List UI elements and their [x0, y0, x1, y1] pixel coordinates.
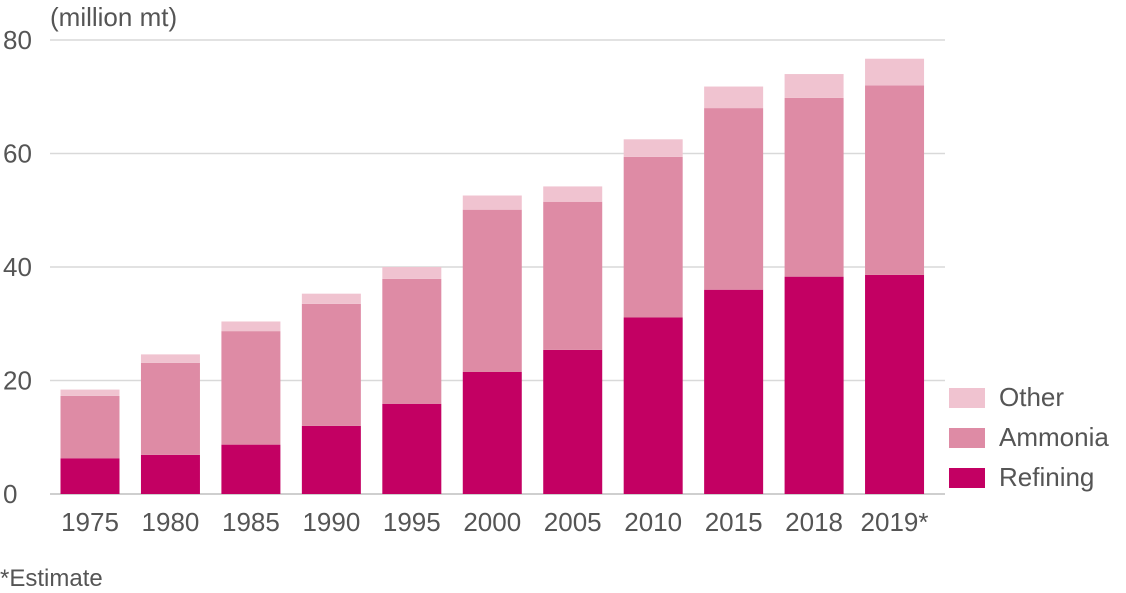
bar-other-2010: [623, 139, 683, 157]
bar-other-1995: [382, 267, 442, 279]
x-tick-label: 2010: [624, 507, 682, 537]
bar-other-1985: [221, 321, 281, 332]
legend-swatch-ammonia: [949, 428, 985, 448]
x-tick-label: 2015: [705, 507, 763, 537]
bar-ammonia-1990: [301, 303, 361, 426]
bar-ammonia-2005: [543, 201, 603, 350]
legend-label-ammonia: Ammonia: [999, 422, 1109, 452]
y-tick-label: 60: [3, 139, 32, 169]
bar-ammonia-2010: [623, 156, 683, 318]
y-axis-ticks: 0 20 40 60 80: [3, 25, 32, 509]
x-axis-ticks: 1975 1980 1985 1990 1995 2000 2005 2010 2015 2018…: [61, 507, 928, 537]
y-tick-label: 0: [3, 479, 17, 509]
bar-other-2005: [543, 186, 603, 202]
bar-other-2018: [784, 74, 844, 98]
x-tick-label: 1985: [222, 507, 280, 537]
x-tick-label: 1975: [61, 507, 119, 537]
bar-ammonia-2019: [865, 85, 925, 275]
legend: Other Ammonia Refining: [949, 382, 1109, 492]
bar-refining-2018: [784, 276, 844, 494]
bar-other-2019: [865, 58, 925, 86]
bar-refining-1975: [60, 458, 120, 494]
bar-other-1990: [301, 293, 361, 304]
bar-refining-1995: [382, 403, 442, 494]
x-tick-label: 2018: [785, 507, 843, 537]
bar-refining-2019: [865, 274, 925, 494]
bar-refining-2015: [704, 289, 764, 494]
legend-swatch-refining: [949, 468, 985, 488]
bar-refining-2005: [543, 349, 603, 494]
bar-refining-2000: [462, 371, 522, 494]
x-tick-label: 1980: [142, 507, 200, 537]
bar-other-2000: [462, 195, 522, 210]
bar-refining-1990: [301, 425, 361, 494]
bar-ammonia-2015: [704, 108, 764, 290]
bar-ammonia-2000: [462, 209, 522, 372]
bar-refining-2010: [623, 317, 683, 494]
bar-refining-1980: [140, 454, 200, 494]
y-axis-unit-label: (million mt): [50, 2, 177, 32]
bars: [60, 58, 925, 494]
y-tick-label: 40: [3, 252, 32, 282]
y-tick-label: 20: [3, 366, 32, 396]
legend-label-other: Other: [999, 382, 1064, 412]
bar-ammonia-1980: [140, 362, 200, 455]
bar-other-2015: [704, 86, 764, 109]
x-tick-label: 2000: [463, 507, 521, 537]
legend-label-refining: Refining: [999, 462, 1094, 492]
legend-swatch-other: [949, 388, 985, 408]
bar-other-1980: [140, 354, 200, 363]
bar-ammonia-2018: [784, 97, 844, 277]
bar-refining-1985: [221, 444, 281, 494]
bar-ammonia-1985: [221, 331, 281, 445]
bar-ammonia-1995: [382, 278, 442, 404]
x-tick-label: 2005: [544, 507, 602, 537]
bar-other-1975: [60, 389, 120, 396]
bar-ammonia-1975: [60, 395, 120, 459]
footnote: *Estimate: [0, 565, 103, 592]
x-tick-label: 1995: [383, 507, 441, 537]
x-tick-label: 2019*: [861, 507, 929, 537]
y-tick-label: 80: [3, 25, 32, 55]
x-tick-label: 1990: [302, 507, 360, 537]
